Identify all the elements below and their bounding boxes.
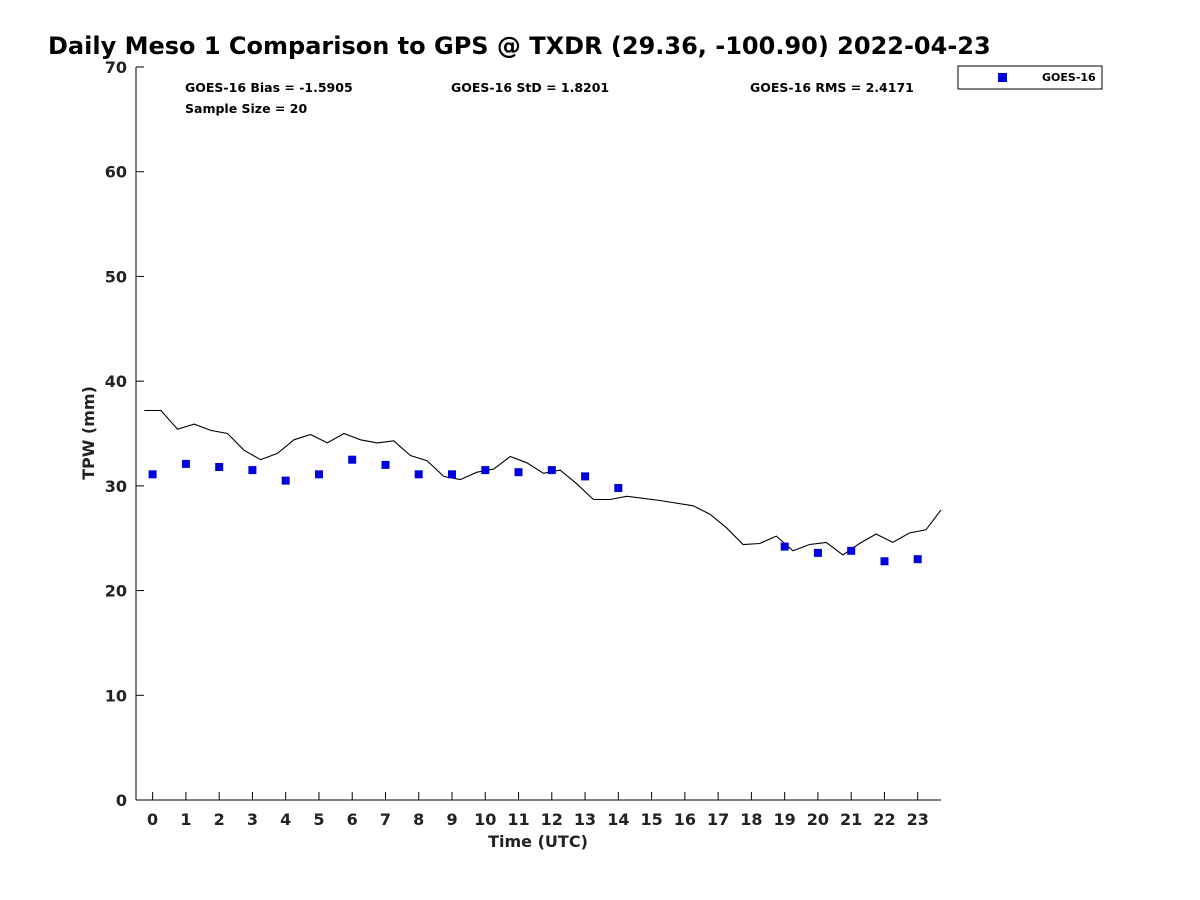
x-axis-label: Time (UTC) bbox=[488, 832, 588, 851]
x-tick-label: 7 bbox=[380, 810, 391, 829]
y-axis-label: TPW (mm) bbox=[79, 386, 98, 480]
gps-series-group bbox=[144, 409, 942, 556]
goes16-point bbox=[248, 466, 257, 475]
goes16-point bbox=[614, 484, 623, 492]
goes16-point bbox=[181, 459, 190, 468]
goes16-point bbox=[448, 470, 456, 479]
x-tick-label: 18 bbox=[740, 810, 762, 829]
x-tick-label: 3 bbox=[247, 810, 258, 829]
x-tick-label: 21 bbox=[840, 810, 862, 829]
goes16-point bbox=[581, 472, 590, 481]
x-tick-label: 11 bbox=[507, 810, 529, 829]
goes16-point bbox=[381, 460, 390, 469]
x-tick-label: 13 bbox=[574, 810, 596, 829]
x-tick-label: 1 bbox=[180, 810, 191, 829]
goes16-point bbox=[148, 470, 157, 479]
x-tick-label: 0 bbox=[147, 810, 158, 829]
goes16-point bbox=[414, 470, 423, 479]
legend: GOES-16 bbox=[957, 65, 1103, 90]
gps-series-line bbox=[144, 409, 942, 556]
x-tick-label: 8 bbox=[413, 810, 424, 829]
y-tick-label: 30 bbox=[105, 477, 127, 496]
x-tick-label: 20 bbox=[807, 810, 829, 829]
x-tick-label: 5 bbox=[313, 810, 324, 829]
legend-box bbox=[957, 65, 1103, 90]
y-tick-label: 10 bbox=[105, 686, 127, 705]
x-tick-label: 6 bbox=[347, 810, 358, 829]
x-tick-label: 4 bbox=[280, 810, 291, 829]
x-tick-label: 19 bbox=[774, 810, 796, 829]
goes16-point bbox=[880, 557, 889, 566]
legend-marker-goes16 bbox=[998, 73, 1007, 82]
x-tick-label: 16 bbox=[674, 810, 696, 829]
x-tick-label: 22 bbox=[873, 810, 895, 829]
x-tick-label: 23 bbox=[907, 810, 929, 829]
chart-title: Daily Meso 1 Comparison to GPS @ TXDR (2… bbox=[48, 32, 991, 60]
goes16-point bbox=[813, 548, 822, 557]
y-tick-label: 50 bbox=[105, 267, 127, 286]
y-tick-label: 60 bbox=[105, 163, 127, 182]
goes16-point bbox=[481, 466, 490, 475]
goes16-point bbox=[315, 470, 323, 479]
y-tick-label: 0 bbox=[116, 791, 127, 810]
legend-label-goes16: GOES-16 bbox=[1042, 71, 1096, 84]
x-tick-label: 10 bbox=[474, 810, 496, 829]
goes16-point bbox=[281, 476, 290, 485]
y-tick-label: 40 bbox=[105, 372, 127, 391]
x-tick-label: 9 bbox=[446, 810, 457, 829]
goes16-series-group bbox=[148, 455, 922, 566]
y-tick-label: 70 bbox=[105, 58, 127, 77]
goes16-point bbox=[514, 468, 523, 477]
x-tick-label: 15 bbox=[640, 810, 662, 829]
goes16-point bbox=[913, 555, 922, 564]
goes16-point bbox=[348, 455, 357, 464]
goes16-point bbox=[547, 466, 556, 475]
stat-sample-size: Sample Size = 20 bbox=[185, 101, 307, 116]
x-tick-label: 17 bbox=[707, 810, 729, 829]
goes16-point bbox=[780, 542, 789, 551]
stat-rms: GOES-16 RMS = 2.4171 bbox=[750, 80, 914, 95]
stat-bias: GOES-16 Bias = -1.5905 bbox=[185, 80, 353, 95]
stat-std: GOES-16 StD = 1.8201 bbox=[451, 80, 609, 95]
goes16-point bbox=[847, 546, 856, 555]
x-tick-label: 2 bbox=[214, 810, 225, 829]
x-tick-label: 12 bbox=[541, 810, 563, 829]
goes16-point bbox=[215, 463, 224, 471]
x-tick-label: 14 bbox=[607, 810, 629, 829]
y-tick-label: 20 bbox=[105, 582, 127, 601]
